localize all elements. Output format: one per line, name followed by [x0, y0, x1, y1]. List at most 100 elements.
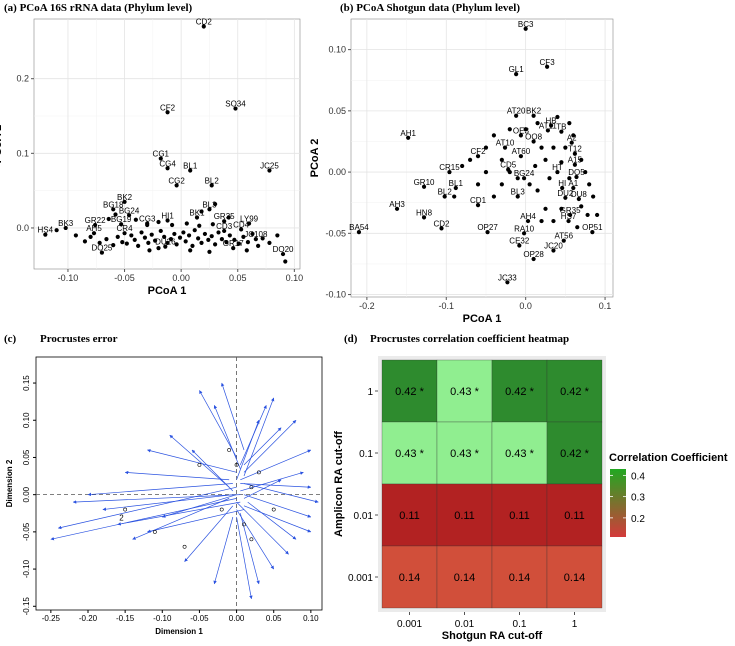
data-point: [133, 217, 138, 222]
sample-point: [197, 462, 202, 467]
data-point: [236, 241, 241, 246]
data-point: [147, 248, 152, 253]
point-label: LY99: [240, 214, 259, 223]
point-label: BL1: [449, 179, 464, 188]
point-label: BG18: [103, 200, 124, 209]
data-point: [119, 222, 124, 227]
plot-area: [35, 356, 323, 611]
heatmap-cell: [381, 483, 438, 547]
data-point: [283, 259, 288, 264]
data-point: [587, 182, 592, 187]
data-point: [539, 145, 544, 150]
x-tick-label: -0.1: [439, 301, 455, 311]
data-point: [209, 183, 214, 188]
cell-value: 0.11: [454, 510, 475, 522]
point-label: BG24: [514, 169, 535, 178]
data-point: [555, 114, 560, 120]
point-label: AT56: [555, 232, 574, 241]
data-point: [245, 240, 251, 245]
cell-value: 0.43 *: [505, 448, 534, 460]
data-point: [165, 166, 170, 171]
y-tick-label: 0.00: [22, 486, 31, 502]
x-axis-label: Dimension 1: [155, 627, 203, 636]
data-point: [518, 154, 524, 159]
data-point: [485, 229, 490, 235]
data-point: [97, 240, 102, 245]
data-point: [523, 127, 528, 132]
point-label: OE3: [513, 126, 530, 135]
point-label: HI: [558, 179, 566, 188]
point-label: DU8: [571, 190, 588, 199]
x-tick-label: 0.05: [229, 273, 247, 283]
x-tick-label: 0.1: [599, 301, 612, 311]
data-point: [267, 240, 272, 245]
data-point: [222, 219, 227, 224]
y-tick-label: 1: [367, 387, 373, 398]
data-point: [190, 243, 195, 248]
data-point: [216, 230, 221, 235]
data-point: [575, 225, 580, 230]
point-label: AH4: [520, 212, 536, 221]
point-label: CR15: [439, 163, 460, 172]
heatmap-cell: [546, 483, 603, 547]
point-label: BL3: [511, 188, 526, 197]
y-axis-label: Dimension 2: [5, 459, 14, 507]
point-label: JC25: [260, 161, 279, 170]
data-point: [483, 145, 489, 150]
data-point: [250, 231, 255, 237]
x-tick-label: -0.05: [190, 614, 209, 623]
legend-title: Correlation Coefficient: [609, 452, 728, 464]
data-point: [356, 229, 362, 235]
sample-point: [249, 485, 254, 490]
heatmap-cell: [436, 483, 493, 547]
heatmap-cell: [491, 483, 548, 547]
sample-point: [219, 507, 224, 512]
y-tick-label: 0.10: [328, 45, 346, 55]
y-tick-label: -0.05: [325, 228, 346, 238]
x-tick-label: 0.10: [303, 614, 319, 623]
point-label: GR22: [85, 216, 106, 225]
data-point: [483, 169, 489, 175]
data-point: [460, 163, 465, 169]
legend-tick-label: 0.4: [631, 471, 645, 482]
error-arrow: [132, 498, 230, 540]
point-label: A2: [567, 134, 577, 143]
data-point: [210, 222, 215, 227]
y-tick-label: 0.01: [354, 511, 374, 522]
data-point: [104, 237, 109, 242]
y-axis-label: Amplicon RA cut-off: [333, 431, 345, 537]
data-point: [442, 194, 447, 199]
data-point: [232, 237, 237, 242]
point-label: CD5: [500, 161, 517, 170]
sample-point: [152, 529, 157, 534]
x-tick-label: 0.1: [513, 619, 527, 630]
data-point: [202, 231, 208, 237]
y-axis-label: PCoA 2: [309, 139, 321, 178]
panel-b-title: (b) PCoA Shotgun data (Phylum level): [340, 2, 520, 14]
data-point: [568, 212, 573, 218]
error-arrow: [240, 449, 312, 481]
cell-value: 0.11: [399, 510, 420, 522]
data-point: [88, 234, 93, 240]
error-arrow: [184, 505, 234, 562]
point-label: AH3: [389, 200, 405, 209]
point-label: BC3: [518, 20, 534, 29]
point-label: CG3: [139, 214, 156, 223]
point-label: AT10: [496, 139, 515, 148]
data-point: [253, 237, 258, 242]
y-tick-label: -0.10: [325, 290, 346, 300]
point-label: CD2: [434, 219, 451, 228]
data-point: [453, 185, 458, 191]
error-arrow: [213, 405, 241, 469]
y-tick-label: 0.15: [22, 375, 31, 391]
error-arrow: [213, 516, 234, 585]
cell-value: 0.11: [564, 510, 585, 522]
point-label: OP51: [582, 223, 603, 232]
error-arrow: [236, 516, 253, 600]
error-arrow: [199, 390, 237, 458]
data-point: [244, 248, 249, 253]
data-point: [555, 169, 560, 175]
data-point: [165, 240, 170, 245]
y-tick-label: -0.05: [22, 522, 31, 541]
data-point: [241, 234, 246, 240]
